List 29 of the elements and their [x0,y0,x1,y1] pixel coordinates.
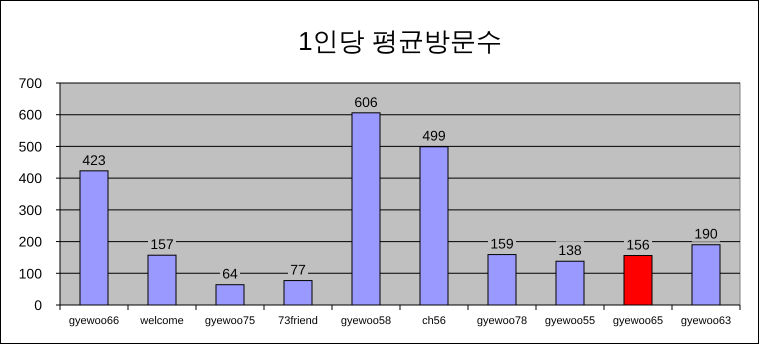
y-tick-label: 500 [18,138,42,154]
x-tick-label: gyewoo65 [612,315,664,327]
data-label: 138 [558,242,582,258]
data-label: 77 [290,262,306,278]
data-label: 499 [422,128,446,144]
data-label: 606 [354,94,378,110]
data-label: 423 [82,152,106,168]
y-tick-label: 400 [18,170,42,186]
y-tick-label: 700 [18,75,42,91]
x-tick-label: gyewoo66 [68,315,120,327]
y-tick-label: 100 [18,265,42,282]
y-tick-label: 300 [18,202,42,218]
data-label: 156 [626,236,650,253]
x-tick-label: gyewoo75 [204,315,256,327]
y-tick-label: 0 [34,297,42,313]
chart-title: 1인당 평균방문수 [298,26,502,56]
x-tick-label: gyewoo63 [680,315,732,327]
x-tick-label: gyewoo55 [544,315,596,327]
data-label: 64 [222,266,238,282]
x-tick-label: welcome [139,315,184,327]
x-tick-label: ch56 [422,315,446,327]
x-tick-label: gyewoo78 [476,315,528,327]
y-tick-label: 600 [18,106,42,123]
data-label: 159 [490,236,514,252]
y-tick-label: 200 [18,234,42,250]
x-tick-label: gyewoo58 [340,315,392,327]
data-label: 157 [150,236,174,252]
x-tick-label: 73friend [278,315,318,327]
data-label: 190 [694,226,718,242]
